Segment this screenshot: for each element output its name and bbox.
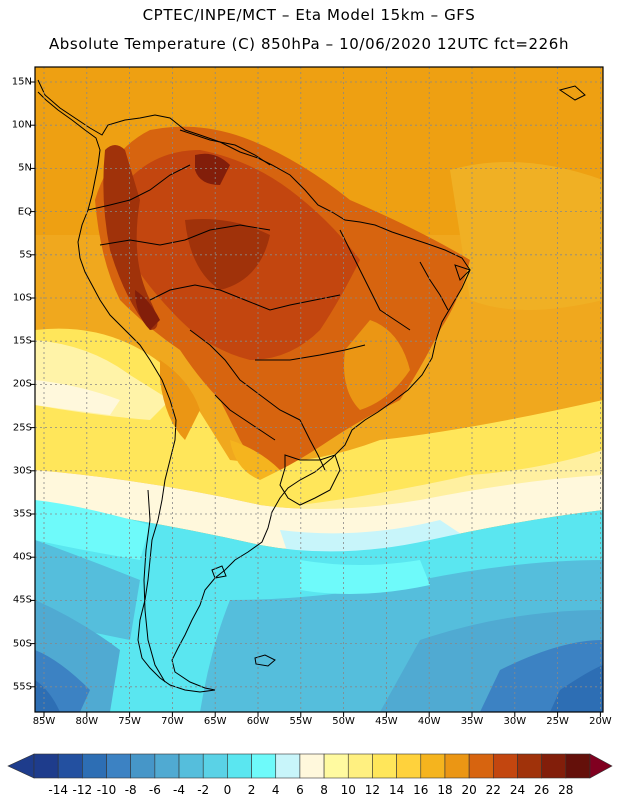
colorbar-tick-label: 0 [223,783,232,797]
colorbar-swatch [202,753,228,779]
colorbar-tick-label: 26 [534,783,550,797]
colorbar-swatch [347,753,373,779]
coastlines [37,79,586,693]
lon-tick-label: 35W [460,716,484,727]
colorbar-tick-label: 6 [296,783,304,797]
colorbar-right-arrow [589,753,613,779]
colorbar-tick-label: -4 [173,783,186,797]
colorbar-tick-label: -10 [96,783,117,797]
colorbar-swatch [154,753,180,779]
colorbar-tick-label: 16 [413,783,429,797]
colorbar-swatch [299,753,325,779]
colorbar-swatch [517,753,542,779]
colorbar-swatch [178,753,204,779]
colorbar-swatch [565,753,591,779]
lat-tick-label: 25S [12,422,32,434]
colorbar [7,753,613,779]
lon-tick-label: 45W [375,716,398,727]
colorbar-left-arrow [7,753,35,779]
colorbar-tick-label: 22 [485,783,501,797]
colorbar-tick-label: 8 [320,783,328,797]
lon-tick-label: 60W [246,716,270,727]
lon-tick-label: 50W [332,716,355,727]
lon-tick-label: 85W [32,716,56,727]
colorbar-swatch [57,753,83,779]
colorbar-swatch [493,753,518,779]
lat-tick-label: 45S [12,594,32,606]
colorbar-tick-label: 14 [388,783,405,797]
colorbar-tick-label: 18 [437,783,453,797]
lon-tick-label: 30W [503,716,527,727]
lat-tick-label: 10N [11,119,32,131]
colorbar-swatch [420,753,446,779]
colorbar-swatch [444,753,470,779]
lon-tick-label: 65W [203,716,227,727]
map-field [35,67,603,712]
lon-tick-label: 75W [118,716,141,727]
colorbar-swatch [106,753,131,779]
lat-tick-label: 15N [11,76,32,88]
lat-tick-label: 20S [12,378,32,390]
colorbar-tick-label: 24 [509,783,526,797]
lat-tick-label: 50S [12,638,32,650]
colorbar-swatch [396,753,422,779]
lat-tick-label: 35S [12,508,32,520]
colorbar-tick-label: -6 [148,783,161,797]
colorbar-swatch [130,753,156,779]
lat-tick-label: 15S [12,335,32,347]
lat-tick-label: 5N [18,162,32,174]
map-frame [34,66,604,713]
colorbar-tick-label: 2 [247,783,256,797]
lat-tick-label: 55S [12,681,32,693]
colorbar-swatch [251,753,277,779]
lat-tick-label: 30S [12,465,32,477]
colorbar-tick-label: 10 [340,783,356,797]
lon-tick-label: 70W [161,716,184,727]
colorbar-swatch [227,753,252,779]
colorbar-tick-label: 4 [271,783,280,797]
lat-tick-label: 5S [19,249,32,261]
lon-tick-label: 25W [546,716,569,727]
lon-tick-label: 80W [75,716,99,727]
colorbar-tick-label: -8 [124,783,137,797]
colorbar-swatch [541,753,567,779]
colorbar-swatch [372,753,397,779]
map-title-line-2: Absolute Temperature (C) 850hPa – 10/06/… [48,35,570,53]
colorbar-tick-label: 20 [461,783,477,797]
lat-tick-label: EQ [17,206,32,218]
colorbar-swatch [468,753,494,779]
map-title-line-1: CPTEC/INPE/MCT – Eta Model 15km – GFS [142,6,476,24]
lon-tick-label: 40W [417,716,441,727]
colorbar-swatch [33,753,59,779]
colorbar-swatch [323,753,349,779]
lon-tick-label: 20W [589,716,612,727]
colorbar-tick-label: -2 [197,783,210,797]
lon-tick-label: 55W [289,716,313,727]
lat-tick-label: 10S [12,292,32,304]
colorbar-tick-label: 12 [364,783,381,797]
colorbar-swatch [275,753,301,779]
colorbar-tick-label: -14 [48,783,68,797]
colorbar-swatch [82,753,107,779]
colorbar-tick-label: -12 [72,783,93,797]
colorbar-tick-label: 28 [558,783,574,797]
lat-tick-label: 40S [12,551,32,563]
